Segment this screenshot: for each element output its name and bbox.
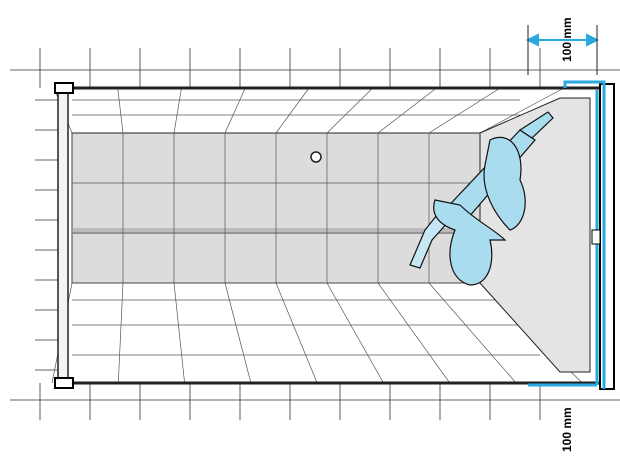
grid-line (224, 282, 252, 384)
drain (310, 151, 322, 163)
grid-line (173, 282, 185, 384)
floor-grid (10, 48, 620, 420)
grid-line (428, 87, 501, 134)
grid-line (377, 87, 437, 134)
grid-line (275, 87, 310, 134)
dimension-label: 100 mm (560, 17, 574, 62)
corner (54, 377, 74, 389)
grid-line (275, 282, 318, 384)
grid-line (377, 282, 451, 384)
left-post (57, 87, 69, 384)
grid-line (173, 87, 182, 134)
grid-line (224, 87, 246, 134)
dimension-label: 100 mm (560, 407, 574, 452)
wall-edge (599, 83, 615, 390)
dimension-arrow (525, 33, 600, 47)
grid-line (117, 87, 124, 134)
grid-line (326, 282, 384, 384)
grid-line (479, 87, 565, 134)
tiles (51, 87, 583, 384)
hands-caulk-gun (409, 111, 554, 286)
hinge (591, 229, 601, 245)
grid-line (117, 282, 124, 384)
grid-line (326, 87, 373, 134)
corner (54, 82, 74, 94)
